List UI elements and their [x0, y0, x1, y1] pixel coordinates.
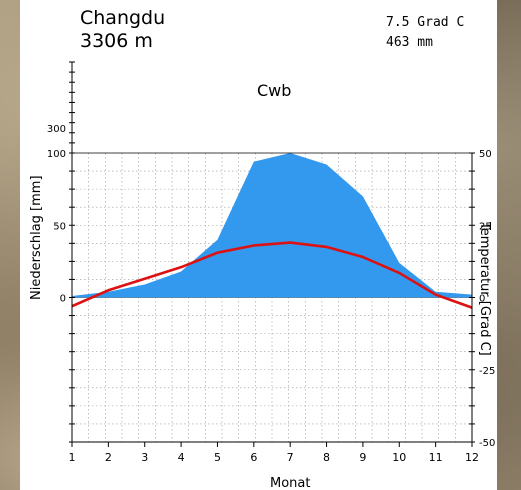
x-axis-ticks: 1 2 3 4 5 6 7 8 9 10 11 12 [69, 442, 479, 464]
x-tick-label: 11 [429, 451, 443, 464]
x-tick-label: 7 [287, 451, 294, 464]
station-elevation: 3306 m [80, 30, 153, 52]
x-tick-label: 9 [359, 451, 366, 464]
temperature-line [71, 241, 473, 309]
right-axis-ticks: 50 25 0 -25 -50 [469, 149, 495, 449]
upper-precip-axis [69, 61, 75, 154]
right-axis-label: Temperatur [Grad C] [477, 221, 492, 356]
x-tick-label: 8 [323, 451, 330, 464]
x-tick-label: 2 [105, 451, 112, 464]
left-tick-label: 0 [60, 294, 66, 305]
right-tick-label: 25 [479, 221, 492, 232]
x-axis-label: Monat [270, 476, 310, 490]
left-axis-label: Niederschlag [mm] [29, 175, 44, 300]
right-tick-label: -50 [479, 438, 495, 449]
left-tick-label: 300 [47, 124, 66, 135]
x-tick-label: 6 [250, 451, 257, 464]
annual-precipitation: 463 mm [386, 35, 433, 50]
x-tick-label: 12 [465, 451, 479, 464]
left-tick-label: 50 [53, 221, 66, 232]
left-axis-ticks: 300 100 50 0 [47, 124, 75, 443]
x-tick-label: 3 [141, 451, 148, 464]
right-tick-label: 50 [479, 149, 492, 160]
x-tick-label: 4 [178, 451, 185, 464]
x-tick-label: 1 [69, 451, 76, 464]
annual-temperature: 7.5 Grad C [386, 15, 464, 30]
station-name: Changdu [80, 7, 165, 29]
x-tick-label: 10 [392, 451, 406, 464]
x-tick-label: 5 [214, 451, 221, 464]
chart-title: Cwb [257, 81, 291, 100]
right-tick-label: 0 [479, 294, 485, 305]
right-tick-label: -25 [479, 366, 495, 377]
left-tick-label: 100 [47, 149, 66, 160]
